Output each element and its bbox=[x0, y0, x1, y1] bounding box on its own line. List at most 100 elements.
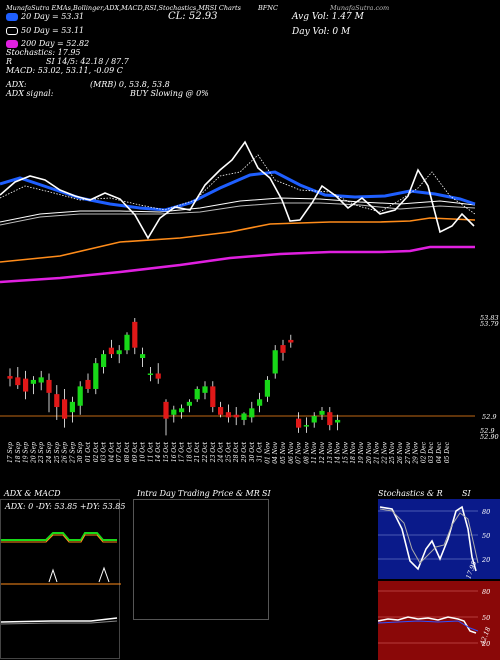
mrsi-line bbox=[378, 616, 477, 634]
candle-body bbox=[257, 399, 263, 406]
date-tick-label: 03 Dec bbox=[428, 441, 435, 463]
date-tick-label: 21 Oct bbox=[194, 441, 201, 463]
intraday-si-title: SI bbox=[262, 489, 271, 498]
date-tick-label: 25 Nov bbox=[389, 441, 396, 464]
candle-body bbox=[108, 347, 114, 355]
candle-body bbox=[7, 376, 13, 379]
date-tick-label: 31 Oct bbox=[257, 441, 264, 462]
mrsi-plot bbox=[378, 590, 479, 644]
adx-panel-title: ADX & MACD bbox=[4, 489, 61, 498]
date-tick-label: 02 Dec bbox=[420, 441, 427, 463]
mrsi-line-blue bbox=[378, 620, 479, 632]
candle-body bbox=[272, 350, 278, 374]
indicator-line: MunafaSutra EMAs,Bollinger,ADX,MACD,RSI,… bbox=[6, 4, 241, 12]
date-tick-label: 17 Oct bbox=[179, 441, 186, 462]
candle-body bbox=[124, 334, 130, 351]
candle-body bbox=[225, 412, 231, 418]
price-chart: 17 Sep 18 Sep 19 Sep 20 Sep 23 Sep 24 Sep 25 S… bbox=[0, 140, 476, 465]
candle-body bbox=[296, 418, 302, 428]
date-tick-label: 07 Nov bbox=[296, 441, 303, 463]
date-tick-label: 01 Nov bbox=[264, 441, 271, 463]
date-tick-label: 01 Oct bbox=[85, 441, 92, 462]
candle-body bbox=[288, 339, 294, 343]
date-tick-label: 19 Nov bbox=[358, 441, 365, 463]
candle-body bbox=[319, 410, 325, 415]
date-axis: 17 Sep 18 Sep 19 Sep 20 Sep 23 Sep 24 Sep 25 S… bbox=[7, 441, 451, 464]
price-line-label: 52.9 bbox=[482, 413, 497, 421]
r-label: R bbox=[6, 57, 13, 66]
date-tick-label: 22 Nov bbox=[381, 441, 388, 464]
date-tick-label: 09 Oct bbox=[132, 441, 139, 462]
candle-body bbox=[179, 408, 185, 413]
candle-body bbox=[30, 379, 36, 384]
date-tick-label: 08 Oct bbox=[124, 441, 131, 462]
stochastics-label: Stochastics: 17.95 bbox=[6, 48, 81, 57]
candle-body bbox=[155, 373, 161, 379]
candle-body bbox=[280, 345, 286, 353]
date-tick-label: 27 Sep bbox=[69, 442, 76, 464]
candle-body bbox=[171, 409, 177, 415]
ema50-swatch bbox=[6, 27, 18, 35]
date-tick-label: 15 Oct bbox=[163, 441, 170, 462]
candle-body bbox=[249, 408, 255, 418]
intraday-panel-title: Intra Day Trading Price & MR bbox=[137, 489, 260, 498]
candle-body bbox=[218, 407, 224, 415]
candle-body bbox=[335, 419, 341, 423]
date-tick-label: 15 Nov bbox=[342, 441, 349, 463]
date-tick-label: 11 Nov bbox=[311, 441, 318, 463]
avg-volume-label: Avg Vol: 1.47 M bbox=[292, 12, 364, 22]
candle-body bbox=[311, 416, 317, 423]
watermark: MunafaSutra.com bbox=[330, 4, 390, 12]
close-price-label: CL: 52.93 bbox=[168, 11, 218, 22]
date-tick-label: 21 Nov bbox=[374, 441, 381, 464]
candle-body bbox=[62, 399, 68, 419]
adx-label: ADX: bbox=[6, 80, 27, 89]
candle-body bbox=[77, 386, 83, 406]
orange-ma-line bbox=[0, 217, 476, 263]
candle-body bbox=[186, 401, 192, 406]
adx-signal-label: ADX signal: bbox=[6, 89, 54, 98]
date-tick-label: 25 Oct bbox=[225, 441, 232, 463]
stochastics-panel-title: Stochastics & R bbox=[378, 489, 443, 498]
stochastics-plot bbox=[378, 505, 479, 572]
stoch-k-line bbox=[379, 505, 477, 572]
date-tick-label: 04 Dec bbox=[436, 441, 443, 463]
mrb-label: (MRB) 0, 53.8, 53.8 bbox=[90, 80, 170, 89]
candle-body bbox=[54, 394, 60, 408]
date-tick-label: 30 Oct bbox=[249, 441, 256, 462]
candle-body bbox=[132, 321, 138, 348]
candle-body bbox=[327, 412, 333, 426]
candle-body bbox=[202, 386, 208, 393]
ema20-label: 20 Day = 53.31 bbox=[21, 12, 85, 21]
macd-label: MACD: 53.02, 53.11, -0.09 C bbox=[6, 66, 123, 75]
date-tick-label: 04 Oct bbox=[108, 441, 115, 462]
date-tick-label: 26 Sep bbox=[62, 442, 69, 464]
candle-body bbox=[69, 401, 75, 413]
mrsi-tick-20: 20 bbox=[482, 640, 491, 648]
candle-body bbox=[38, 377, 44, 383]
price-top-label: 53.83 bbox=[480, 314, 499, 322]
candle-body bbox=[23, 378, 29, 392]
price-bottom-label: 52.9 bbox=[480, 427, 495, 435]
date-tick-label: 30 Sep bbox=[77, 442, 84, 463]
price-bottom-label-2: 52.90 bbox=[480, 433, 499, 441]
date-tick-label: 20 Sep bbox=[30, 442, 37, 464]
adx-readout: ADX: 0 -DY: 53.85 +DY: 53.85 bbox=[5, 502, 126, 511]
macd-signal-line bbox=[1, 620, 118, 625]
date-tick-label: 27 Nov bbox=[405, 441, 412, 464]
ema20-line bbox=[0, 170, 476, 212]
ema20-swatch bbox=[6, 13, 18, 21]
date-tick-label: 05 Nov bbox=[280, 441, 287, 463]
intraday-panel bbox=[133, 499, 269, 620]
date-tick-label: 16 Oct bbox=[171, 441, 178, 462]
stoch-d-line bbox=[379, 508, 479, 564]
adx-panel: ADX: 0 -DY: 53.85 +DY: 53.85 bbox=[0, 499, 125, 659]
candle-body bbox=[241, 413, 247, 420]
date-tick-label: 14 Oct bbox=[155, 441, 162, 462]
date-tick-label: 06 Nov bbox=[288, 441, 295, 463]
stoch-tick-80: 80 bbox=[482, 508, 491, 516]
ema200-label: 200 Day = 52.82 bbox=[21, 39, 90, 48]
date-tick-label: 04 Nov bbox=[272, 441, 279, 463]
candle-body bbox=[15, 377, 21, 386]
candle-body bbox=[93, 363, 99, 389]
